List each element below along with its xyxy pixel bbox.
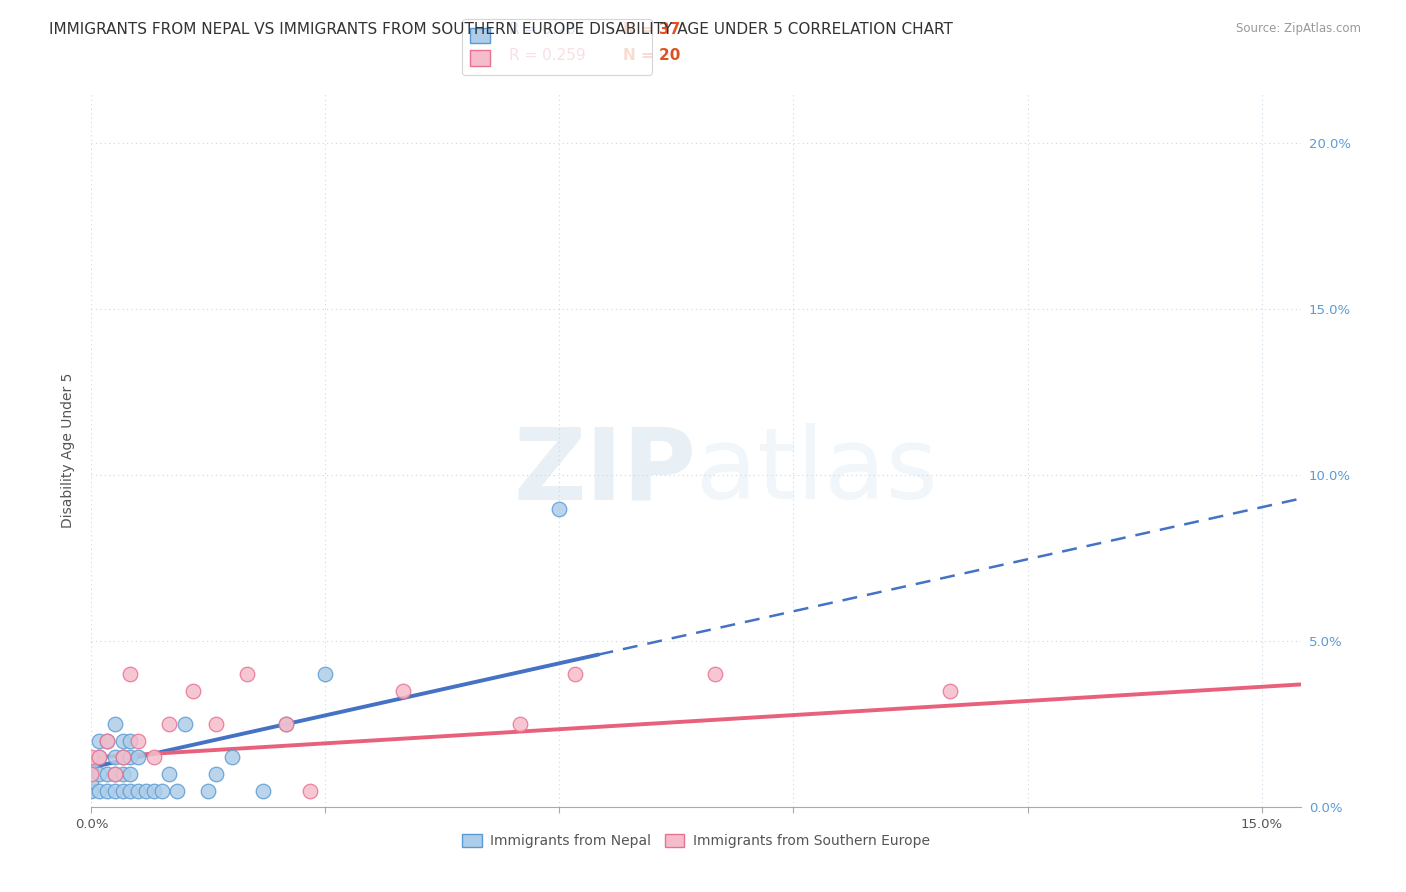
- Point: [111, 750, 134, 764]
- Point: [120, 750, 142, 764]
- Point: [120, 783, 142, 797]
- Point: [276, 717, 298, 731]
- Text: N = 20: N = 20: [623, 48, 681, 63]
- Point: [80, 773, 103, 788]
- Text: atlas: atlas: [696, 424, 938, 520]
- Point: [221, 750, 243, 764]
- Point: [205, 717, 228, 731]
- Point: [111, 783, 134, 797]
- Point: [276, 717, 298, 731]
- Point: [564, 667, 586, 681]
- Point: [89, 767, 111, 781]
- Point: [89, 783, 111, 797]
- Point: [135, 783, 157, 797]
- Point: [120, 734, 142, 748]
- Point: [120, 767, 142, 781]
- Point: [127, 783, 149, 797]
- Text: N = 37: N = 37: [623, 22, 681, 37]
- Point: [142, 783, 165, 797]
- Text: Source: ZipAtlas.com: Source: ZipAtlas.com: [1236, 22, 1361, 36]
- Point: [938, 684, 960, 698]
- Point: [96, 734, 118, 748]
- Point: [298, 783, 321, 797]
- Point: [111, 734, 134, 748]
- Point: [89, 734, 111, 748]
- Point: [104, 750, 127, 764]
- Point: [80, 783, 103, 797]
- Point: [80, 767, 103, 781]
- Point: [392, 684, 415, 698]
- Point: [111, 767, 134, 781]
- Point: [104, 767, 127, 781]
- Point: [236, 667, 259, 681]
- Point: [314, 667, 336, 681]
- Point: [142, 750, 165, 764]
- Text: R = 0.259: R = 0.259: [509, 48, 585, 63]
- Point: [80, 750, 103, 764]
- Point: [127, 750, 149, 764]
- Point: [205, 767, 228, 781]
- Point: [104, 717, 127, 731]
- Text: IMMIGRANTS FROM NEPAL VS IMMIGRANTS FROM SOUTHERN EUROPE DISABILITY AGE UNDER 5 : IMMIGRANTS FROM NEPAL VS IMMIGRANTS FROM…: [49, 22, 953, 37]
- Point: [96, 767, 118, 781]
- Point: [197, 783, 219, 797]
- Point: [252, 783, 274, 797]
- Point: [96, 734, 118, 748]
- Point: [157, 717, 180, 731]
- Point: [157, 767, 180, 781]
- Point: [704, 667, 727, 681]
- Point: [166, 783, 188, 797]
- Point: [89, 750, 111, 764]
- Point: [111, 750, 134, 764]
- Point: [150, 783, 173, 797]
- Text: ZIP: ZIP: [513, 424, 696, 520]
- Point: [80, 760, 103, 774]
- Text: R = 0.201: R = 0.201: [509, 22, 585, 37]
- Point: [96, 783, 118, 797]
- Point: [509, 717, 531, 731]
- Point: [120, 667, 142, 681]
- Point: [127, 734, 149, 748]
- Legend: Immigrants from Nepal, Immigrants from Southern Europe: Immigrants from Nepal, Immigrants from S…: [457, 829, 935, 854]
- Point: [104, 783, 127, 797]
- Point: [548, 501, 571, 516]
- Y-axis label: Disability Age Under 5: Disability Age Under 5: [62, 373, 76, 528]
- Point: [181, 684, 204, 698]
- Point: [104, 767, 127, 781]
- Point: [174, 717, 197, 731]
- Point: [89, 750, 111, 764]
